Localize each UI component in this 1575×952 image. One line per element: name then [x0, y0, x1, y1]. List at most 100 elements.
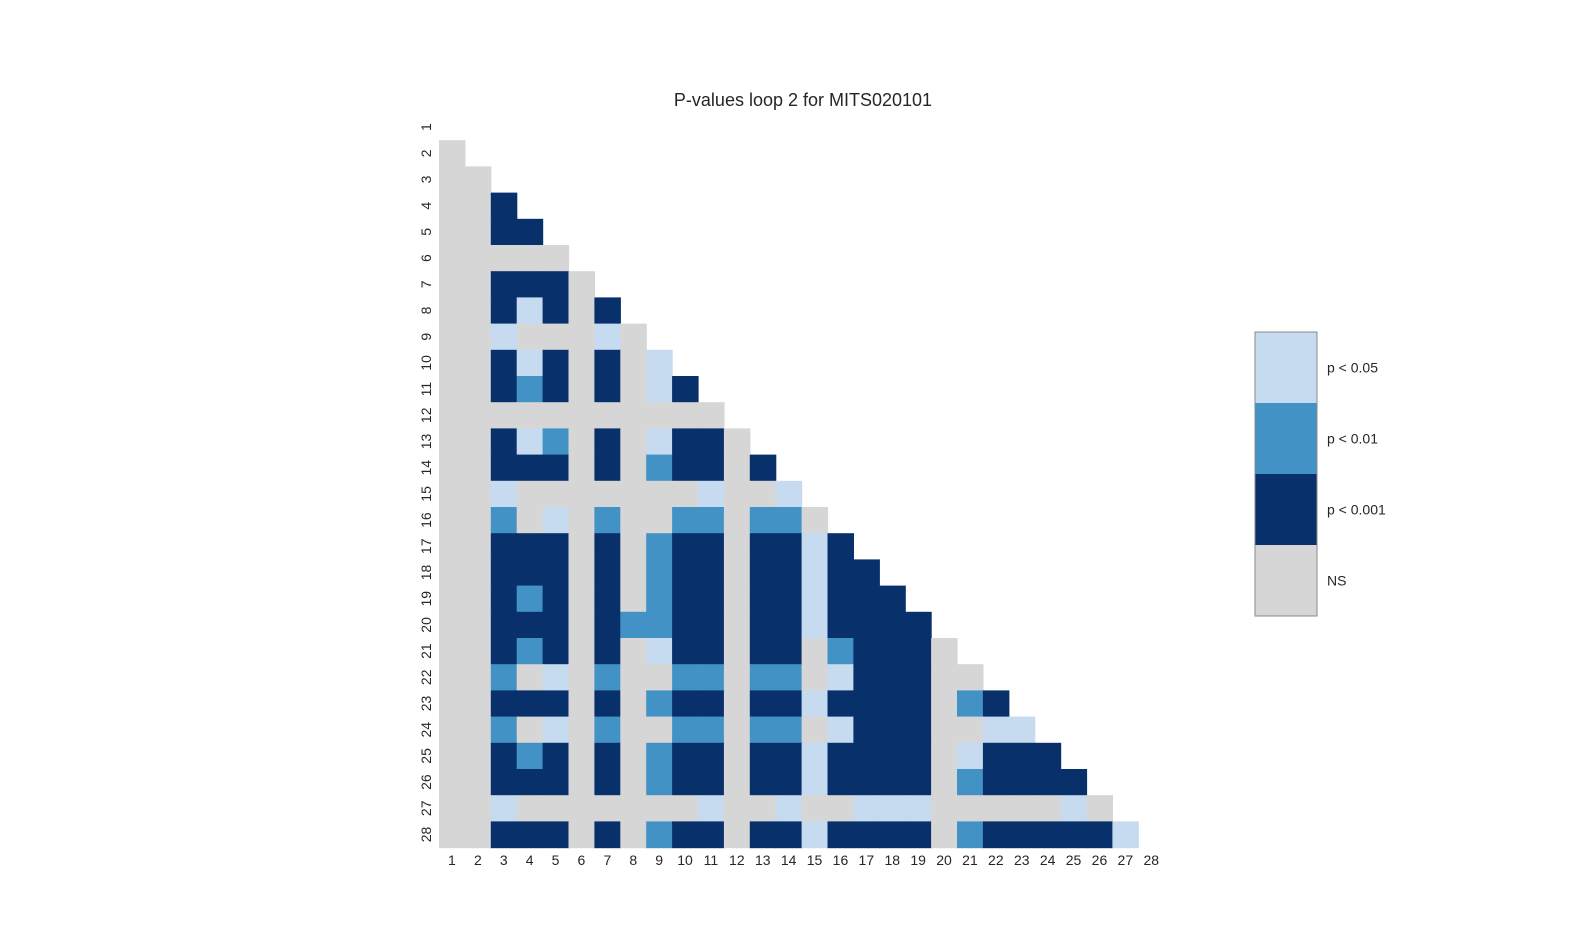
heatmap-cell: [879, 821, 906, 849]
x-tick-label: 9: [655, 852, 663, 868]
heatmap-cell: [620, 638, 647, 665]
heatmap-cell: [1034, 742, 1062, 770]
heatmap-cell: [853, 585, 880, 613]
heatmap-cell: [646, 480, 673, 508]
heatmap-cell: [982, 690, 1010, 718]
heatmap-cell: [749, 480, 777, 508]
heatmap-cell: [464, 323, 492, 351]
heatmap-cell: [646, 349, 673, 377]
heatmap-cell: [594, 428, 621, 456]
heatmap-cell: [439, 192, 466, 220]
heatmap-cell: [905, 690, 932, 718]
heatmap-cell: [723, 454, 751, 482]
heatmap-cell: [931, 769, 958, 796]
heatmap-cell: [516, 585, 544, 613]
heatmap-cell: [905, 716, 932, 744]
heatmap-cell: [594, 454, 621, 482]
heatmap-cell: [853, 611, 880, 639]
heatmap-cell: [672, 638, 699, 665]
x-tick-label: 4: [526, 852, 534, 868]
heatmap-cell: [827, 821, 854, 849]
x-tick-label: 14: [781, 852, 797, 868]
heatmap-cell: [464, 376, 492, 403]
heatmap-cell: [439, 349, 466, 377]
heatmap-cell: [672, 559, 699, 587]
heatmap-cell: [490, 297, 518, 325]
y-tick-label: 20: [418, 617, 434, 633]
heatmap-cell: [490, 349, 518, 377]
heatmap-cell: [594, 585, 621, 613]
heatmap-cell: [516, 323, 544, 351]
y-tick-label: 6: [418, 254, 434, 262]
heatmap-cell: [698, 611, 725, 639]
heatmap-cell: [568, 376, 595, 403]
heatmap-cell: [620, 402, 647, 429]
heatmap-cell: [775, 821, 803, 849]
heatmap-cell: [542, 323, 570, 351]
heatmap-cell: [464, 349, 492, 377]
heatmap-cell: [775, 795, 803, 822]
heatmap-cell: [982, 716, 1010, 744]
heatmap-cell: [723, 428, 751, 456]
heatmap-cell: [1060, 769, 1088, 796]
heatmap-cell: [827, 611, 854, 639]
heatmap-cell: [439, 140, 466, 167]
heatmap-cell: [1008, 821, 1036, 849]
heatmap-cell: [516, 349, 544, 377]
heatmap-cell: [490, 323, 518, 351]
heatmap-cell: [646, 795, 673, 822]
x-tick-label: 12: [729, 852, 745, 868]
heatmap-cell: [439, 769, 466, 796]
heatmap-cell: [672, 821, 699, 849]
heatmap-cell: [646, 821, 673, 849]
x-tick-label: 5: [552, 852, 560, 868]
heatmap-cell: [620, 559, 647, 587]
heatmap-cell: [672, 769, 699, 796]
heatmap-cell: [568, 769, 595, 796]
heatmap-cell: [879, 716, 906, 744]
colorbar-legend: p < 0.05 p < 0.01 p < 0.001 NS: [1254, 331, 1386, 617]
heatmap-cell: [490, 192, 518, 220]
y-tick-label: 3: [418, 175, 434, 183]
heatmap-cell: [594, 559, 621, 587]
heatmap-cell: [723, 480, 751, 508]
y-tick-label: 16: [418, 512, 434, 528]
heatmap-cell: [439, 297, 466, 325]
legend-swatch: [1255, 545, 1317, 617]
heatmap-cell: [827, 742, 854, 770]
x-tick-label: 27: [1118, 852, 1134, 868]
heatmap-cell: [698, 507, 725, 534]
heatmap-cell: [749, 533, 777, 560]
heatmap-cell: [749, 559, 777, 587]
heatmap-cell: [879, 690, 906, 718]
heatmap-cell: [439, 271, 466, 298]
heatmap-cell: [542, 742, 570, 770]
heatmap-cell: [672, 611, 699, 639]
heatmap-cell: [749, 795, 777, 822]
heatmap-cell: [464, 271, 492, 298]
heatmap-cell: [516, 402, 544, 429]
x-tick-label: 7: [603, 852, 611, 868]
chart-title: P-values loop 2 for MITS020101: [674, 90, 932, 110]
heatmap-cell: [801, 769, 829, 796]
heatmap-cell: [568, 454, 595, 482]
x-tick-label: 23: [1014, 852, 1030, 868]
heatmap-cell: [542, 559, 570, 587]
heatmap-cell: [464, 218, 492, 246]
heatmap-cell: [646, 638, 673, 665]
x-tick-label: 10: [677, 852, 693, 868]
heatmap-cell: [542, 297, 570, 325]
heatmap-cell: [568, 480, 595, 508]
heatmap-cell: [516, 218, 544, 246]
heatmap-cell: [827, 585, 854, 613]
heatmap-cell: [490, 795, 518, 822]
heatmap-cell: [542, 428, 570, 456]
heatmap-cell: [672, 507, 699, 534]
heatmap-cell: [490, 376, 518, 403]
heatmap-cell: [490, 664, 518, 691]
heatmap-cell: [1112, 821, 1139, 849]
heatmap-cell: [931, 690, 958, 718]
heatmap-cell: [620, 376, 647, 403]
heatmap-cell: [879, 585, 906, 613]
x-tick-label: 18: [884, 852, 900, 868]
